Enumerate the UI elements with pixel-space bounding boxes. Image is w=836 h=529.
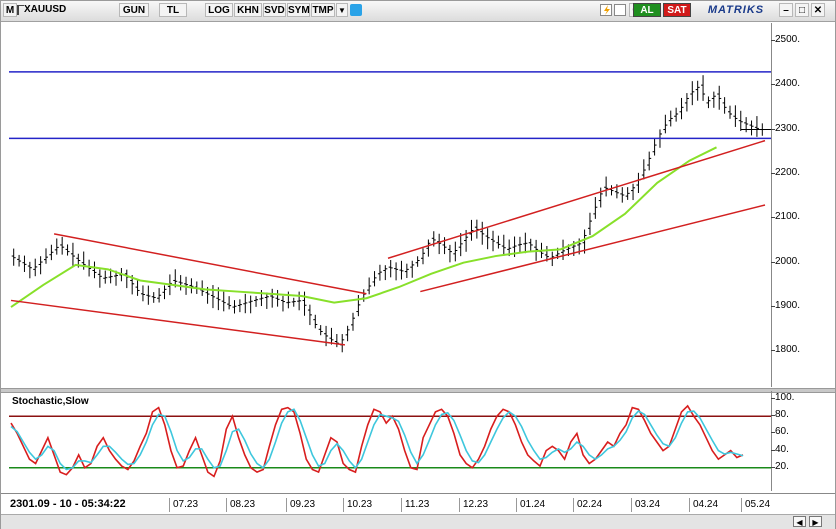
trendline-1 <box>10 299 346 346</box>
period-button-khn[interactable]: KHN <box>234 3 262 17</box>
time-tick-label: 03.24 <box>631 498 660 512</box>
period-button-log[interactable]: LOG <box>205 3 233 17</box>
period-button-gun[interactable]: GUN <box>119 3 149 17</box>
period-button-svd[interactable]: SVD <box>263 3 286 17</box>
brand-logo: MATRIKS <box>707 4 765 16</box>
drag-handle-icon[interactable] <box>17 5 24 15</box>
stochastic-series-1 <box>10 408 744 471</box>
pane-separator[interactable] <box>1 388 835 393</box>
time-tick-label: 01.24 <box>516 498 545 512</box>
stochastic-tick-label: 60. <box>771 426 789 438</box>
cursor-time-readout: 2301.09 - 10 - 05:34:22 <box>10 498 126 510</box>
calendar-icon[interactable] <box>614 4 626 16</box>
time-tick-label: 05.24 <box>741 498 770 512</box>
price-tick-label: 2300. <box>770 122 801 134</box>
scroll-right-icon[interactable]: ▶ <box>809 516 822 527</box>
price-tick-label: 1800. <box>770 344 801 356</box>
buy-button[interactable]: AL <box>633 3 661 17</box>
price-chart[interactable] <box>9 23 771 387</box>
time-tick-label: 12.23 <box>459 498 488 512</box>
period-button-tl[interactable]: TL <box>159 3 187 17</box>
time-tick-label: 10.23 <box>343 498 372 512</box>
stochastic-tick-label: 20. <box>771 460 789 472</box>
menu-button[interactable]: M <box>3 3 17 17</box>
period-button-sym[interactable]: SYM <box>287 3 310 17</box>
stochastic-tick-label: 40. <box>771 443 789 455</box>
stochastic-series-0 <box>10 404 744 478</box>
time-tick-label: 11.23 <box>401 498 429 512</box>
trendline-2 <box>387 139 766 259</box>
price-tick-label: 1900. <box>770 300 801 312</box>
minimize-button[interactable]: – <box>779 3 793 17</box>
time-tick-label: 07.23 <box>169 498 198 512</box>
chart-toolbar: M XAUUSD GUN TL LOG KHN SVD SYM TMP ▼ C … <box>1 1 835 22</box>
stochastic-tick-label: 80. <box>771 409 789 421</box>
trendline-3 <box>420 204 766 293</box>
trendline-0 <box>53 233 367 295</box>
stochastic-axis: 100. 80. 60. 40. 20. <box>770 391 834 491</box>
price-tick-label: 2400. <box>770 78 801 90</box>
period-button-tmp[interactable]: TMP <box>311 3 335 17</box>
price-axis: 2500. 2400. 2300. 2200. 2100. 2000. 1900. 1800. <box>770 23 834 387</box>
close-button[interactable]: ✕ <box>811 3 825 17</box>
maximize-button[interactable]: □ <box>795 3 809 17</box>
sell-button[interactable]: SAT <box>663 3 691 17</box>
indicator-title: Stochastic,Slow <box>12 396 89 407</box>
stochastic-chart[interactable] <box>9 391 771 491</box>
time-tick-label: 02.24 <box>573 498 602 512</box>
price-tick-label: 2200. <box>770 166 801 178</box>
time-axis: 2301.09 - 10 - 05:34:22 07.23 08.23 09.23 1… <box>1 493 835 514</box>
status-bar: ◀ ▶ <box>1 514 835 529</box>
price-tick-label: 2000. <box>770 255 801 267</box>
flash-icon[interactable] <box>600 4 612 16</box>
time-tick-label: 09.23 <box>286 498 315 512</box>
symbol-label[interactable]: XAUUSD <box>24 4 67 15</box>
price-tick-label: 2500. <box>770 33 801 45</box>
moving-average-line <box>10 146 717 308</box>
time-tick-label: 08.23 <box>226 498 255 512</box>
time-tick-label: 04.24 <box>689 498 718 512</box>
scroll-left-icon[interactable]: ◀ <box>793 516 806 527</box>
twitter-icon[interactable] <box>350 4 362 16</box>
price-tick-label: 2100. <box>770 211 801 223</box>
stochastic-tick-label: 100. <box>770 392 795 403</box>
dropdown-arrow-icon[interactable]: ▼ <box>336 3 348 17</box>
